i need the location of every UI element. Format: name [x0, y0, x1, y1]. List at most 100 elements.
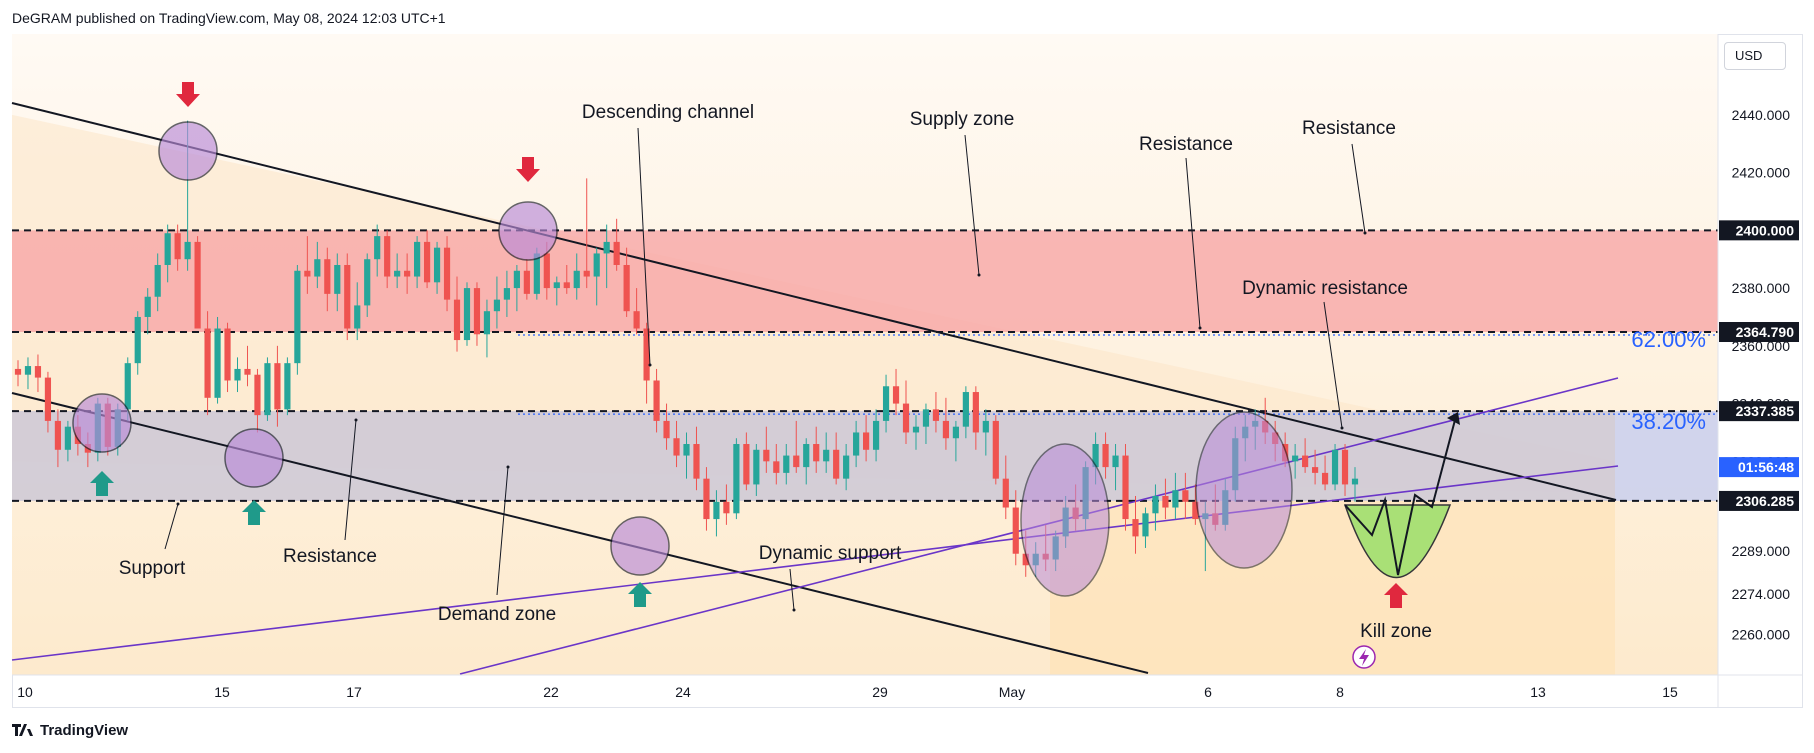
candle-body [1192, 501, 1199, 520]
candles-layer [14, 120, 1359, 577]
candle-body [902, 403, 910, 433]
candle [902, 380, 910, 445]
x-tick-label: 10 [17, 684, 33, 700]
candle-body [603, 241, 610, 254]
candle [942, 397, 950, 450]
annotation-pointer-tip [506, 465, 510, 469]
candle [334, 253, 341, 312]
annotation-label: Supply zone [910, 109, 1015, 130]
candle [733, 438, 740, 520]
price-label-bg [1719, 220, 1799, 241]
annotation-pointer-tip [977, 273, 981, 277]
candle-body [863, 432, 870, 450]
candle-body [34, 366, 42, 378]
candle-body [803, 444, 810, 468]
tradingview-logo[interactable]: TradingView [12, 722, 128, 739]
candle [34, 354, 42, 393]
candle-body [982, 420, 989, 433]
candle [24, 357, 32, 390]
candle [643, 322, 650, 404]
candle [394, 253, 401, 289]
candle [932, 392, 940, 433]
candle-body [643, 328, 650, 381]
candle-body [713, 501, 720, 520]
annotation-pointer [344, 419, 357, 541]
candle [284, 357, 291, 416]
y-tick-label: 2289.000 [1732, 543, 1791, 559]
projection-path [1344, 419, 1456, 576]
price-label-bg [1719, 457, 1799, 478]
candle [813, 426, 820, 473]
candle-body [294, 270, 301, 364]
annotation-pointer [1185, 157, 1201, 329]
projection-arrowhead [1447, 412, 1460, 425]
candle [1112, 444, 1119, 491]
candle [633, 288, 640, 335]
candle-body [344, 264, 351, 329]
annotation-pointer-tip [1340, 426, 1344, 430]
candle [364, 253, 371, 317]
candle-body [254, 374, 261, 416]
highlight-circle-3 [224, 428, 284, 488]
candle-body [433, 247, 441, 283]
candle [613, 218, 620, 271]
candle-body [813, 444, 820, 462]
candle-body [1002, 478, 1009, 508]
background-layer [12, 34, 1718, 675]
candle-body [892, 386, 900, 404]
candle-body [623, 264, 630, 312]
candle-body [932, 409, 940, 421]
candle [204, 311, 211, 416]
fib-label: 38.20% [1631, 409, 1706, 434]
candle [763, 426, 770, 473]
currency-button[interactable]: USD [1724, 42, 1786, 70]
publisher-line: DeGRAM published on TradingView.com, May… [12, 10, 446, 26]
candle-body [503, 288, 510, 300]
candle [254, 368, 261, 433]
annotation-pointer-tip [354, 418, 358, 422]
candle-body [733, 444, 740, 514]
price-label-text: 01:56:48 [1738, 459, 1794, 475]
candle-body [882, 386, 890, 421]
candle-body [843, 455, 850, 479]
candle [753, 444, 760, 496]
candle [324, 247, 331, 312]
candle-body [872, 420, 880, 450]
candle-body [314, 259, 321, 277]
candle [304, 236, 311, 294]
x-tick-label: 17 [346, 684, 362, 700]
candle-body [194, 241, 201, 329]
candle-body [553, 282, 560, 289]
candle [623, 247, 630, 317]
x-tick-label: 8 [1336, 684, 1344, 700]
candle [673, 420, 680, 468]
candle-body [1292, 455, 1299, 462]
candle-body [304, 270, 311, 277]
x-tick-label: 6 [1204, 684, 1212, 700]
candle [912, 415, 920, 450]
y-tick-label: 2440.000 [1732, 107, 1791, 123]
x-tick-label: 24 [675, 684, 691, 700]
candle [443, 236, 451, 312]
candle-body [972, 392, 979, 433]
candle-body [1132, 519, 1139, 537]
annotation-label: Resistance [1139, 134, 1233, 155]
candle-body [1012, 507, 1019, 554]
candle [423, 230, 431, 289]
candle [982, 409, 989, 456]
x-tick-label: 22 [543, 684, 559, 700]
candle-body [1351, 478, 1359, 485]
annotation-pointer [496, 466, 509, 596]
y-tick-label: 2274.000 [1732, 586, 1791, 602]
candle [194, 236, 201, 329]
candle [404, 253, 411, 294]
axis-layer: 2440.0002420.0002400.0002380.0002360.000… [12, 34, 1803, 708]
annotation-pointer [637, 127, 651, 366]
candle-body [1122, 455, 1129, 520]
candle-body [1092, 444, 1099, 468]
candle [1321, 455, 1329, 491]
annotation-label: Descending channel [582, 102, 754, 123]
candle [553, 276, 560, 306]
candle-body [124, 363, 131, 410]
